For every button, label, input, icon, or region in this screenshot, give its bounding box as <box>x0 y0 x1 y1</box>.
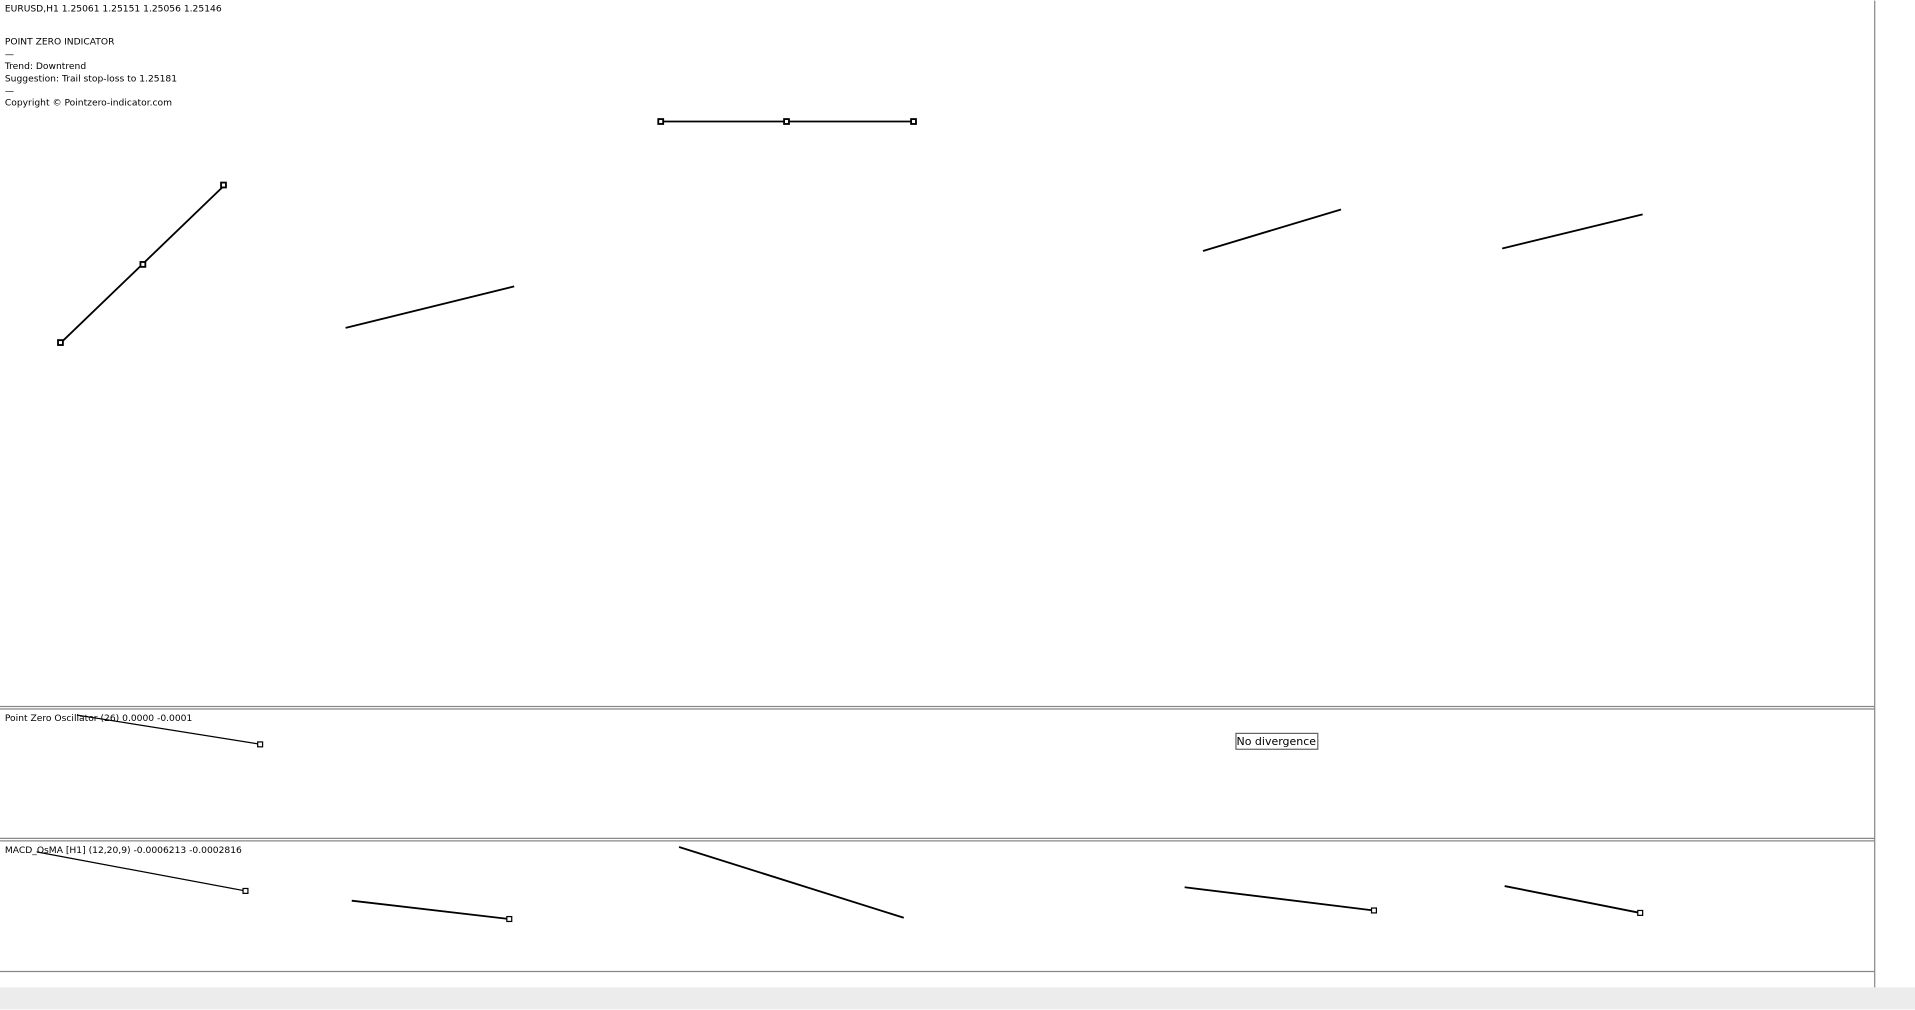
symbol-line: EURUSD,H1 1.25061 1.25151 1.25056 1.2514… <box>5 5 222 15</box>
tab-bar <box>0 987 1915 1010</box>
separator: — <box>5 50 14 60</box>
indicator-name: POINT ZERO INDICATOR <box>5 38 115 48</box>
panels <box>0 0 1876 988</box>
annotation-box <box>1235 732 1319 750</box>
separator: — <box>5 86 14 96</box>
annotation: No divergence <box>1236 735 1316 748</box>
osc-title: Point Zero Oscillator (26) 0.0000 -0.000… <box>5 714 192 724</box>
header: EURUSD,H1 1.25061 1.25151 1.25056 1.2514… <box>4 5 1319 856</box>
suggestion: Suggestion: Trail stop-loss to 1.25181 <box>5 74 177 84</box>
trend-lines <box>36 118 1644 923</box>
macd-title: MACD_OsMA [H1] (12,20,9) -0.0006213 -0.0… <box>5 846 242 856</box>
copyright: Copyright © Pointzero-indicator.com <box>5 99 172 109</box>
trend: Trend: Downtrend <box>4 62 86 72</box>
